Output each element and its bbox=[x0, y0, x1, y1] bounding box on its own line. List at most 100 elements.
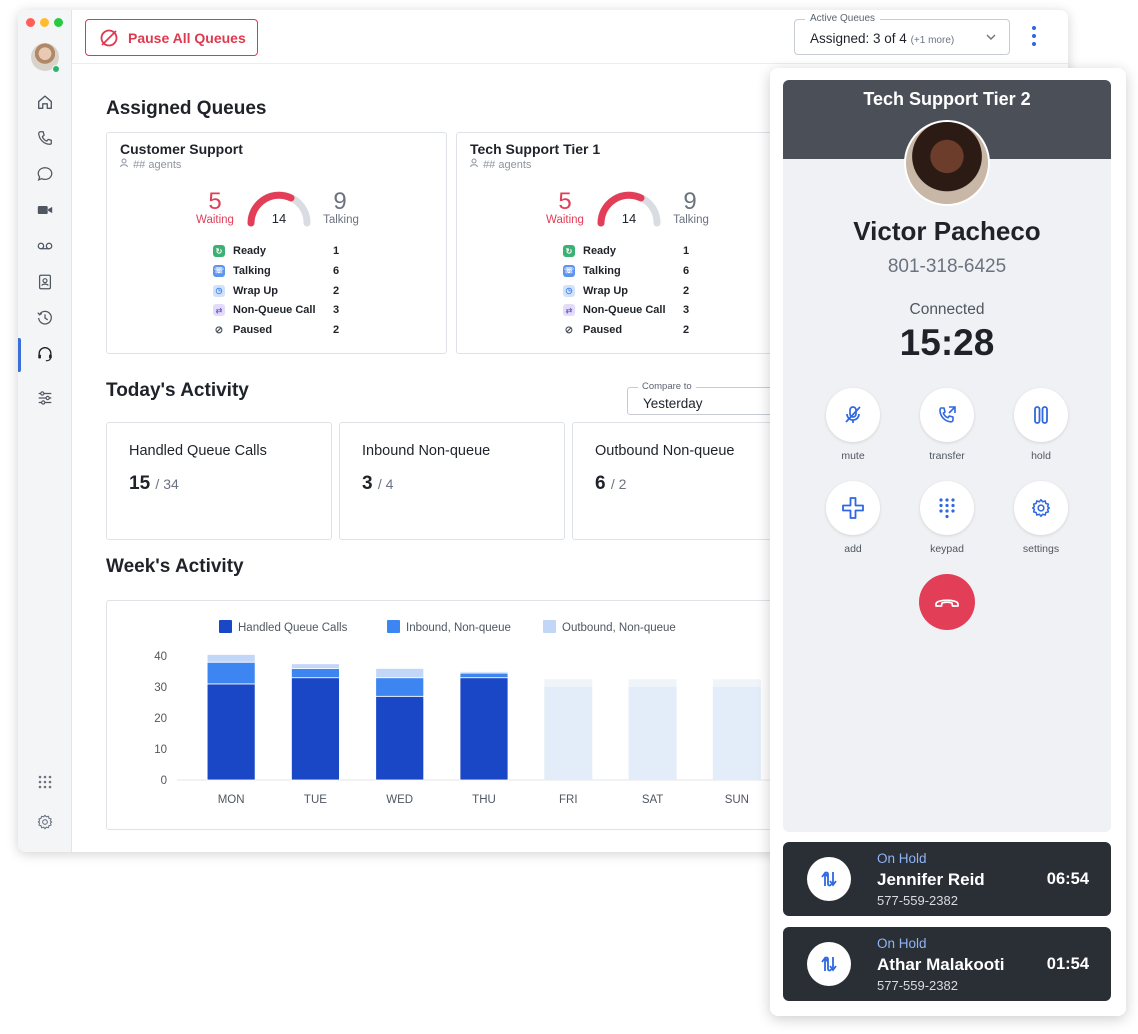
agents-icon bbox=[120, 158, 128, 168]
compare-to-legend: Compare to bbox=[638, 381, 696, 392]
nav-active-indicator bbox=[18, 338, 21, 372]
clock-icon: ◷ bbox=[213, 284, 225, 297]
activity-card: Outbound Non-queue 6 / 2 bbox=[572, 422, 798, 540]
waiting-label: Waiting bbox=[196, 214, 234, 226]
legend-label: Outbound, Non-queue bbox=[562, 622, 676, 634]
apps-grid-icon[interactable] bbox=[35, 772, 55, 792]
agent-status-list: ↻ Ready 1 ☏ Talking 6 ◷ Wrap Up 2 ⇄ Non-Queue C… bbox=[213, 243, 343, 342]
activity-value: 15 / 34 bbox=[129, 473, 179, 495]
y-tick-label: 40 bbox=[154, 651, 167, 663]
status-row-non-queue-call: ⇄ Non-Queue Call 3 bbox=[213, 302, 343, 322]
keypad-button[interactable]: keypad bbox=[919, 481, 975, 555]
projected-bar-cap bbox=[712, 679, 761, 687]
bar-segment bbox=[206, 654, 256, 663]
caller-avatar bbox=[904, 120, 990, 206]
talking-count: 9 bbox=[683, 188, 697, 215]
status-row-talking: ☏ Talking 6 bbox=[563, 263, 693, 283]
status-count: 3 bbox=[683, 304, 690, 317]
queue-card[interactable]: Customer Support ## agents 5 Waiting 14 … bbox=[106, 132, 447, 354]
bar-segment bbox=[459, 677, 509, 781]
ready-icon: ↻ bbox=[563, 245, 575, 257]
activity-count: 6 bbox=[595, 473, 606, 494]
status-count: 2 bbox=[333, 324, 340, 337]
phone-icon[interactable] bbox=[35, 128, 55, 148]
bar-segment bbox=[291, 663, 340, 669]
pause-all-queues-button[interactable]: Pause All Queues bbox=[85, 19, 258, 56]
active-queues-select[interactable]: Active Queues Assigned: 3 of 4 (+1 more) bbox=[794, 13, 1010, 55]
on-hold-call[interactable]: On Hold Athar Malakooti 577-559-2382 01:… bbox=[783, 927, 1111, 1001]
home-icon[interactable] bbox=[35, 92, 55, 112]
activity-total: / 4 bbox=[377, 476, 394, 492]
status-count: 2 bbox=[333, 284, 340, 297]
status-row-non-queue-call: ⇄ Non-Queue Call 3 bbox=[563, 302, 693, 322]
window-controls bbox=[26, 18, 63, 27]
projected-bar-cap bbox=[628, 679, 677, 687]
hold-caller-name: Athar Malakooti bbox=[877, 955, 1005, 974]
zoom-window-button[interactable] bbox=[54, 18, 63, 27]
mute-button[interactable]: mute bbox=[825, 388, 881, 462]
sliders-icon[interactable] bbox=[35, 388, 55, 408]
headset-icon[interactable] bbox=[35, 344, 55, 364]
pause-icon bbox=[100, 29, 118, 46]
bar-segment bbox=[459, 672, 509, 679]
bar-segment bbox=[291, 677, 340, 781]
hold-label: hold bbox=[1031, 450, 1051, 462]
history-icon[interactable] bbox=[35, 308, 55, 328]
on-hold-call[interactable]: On Hold Jennifer Reid 577-559-2382 06:54 bbox=[783, 842, 1111, 916]
status-row-ready: ↻ Ready 1 bbox=[213, 243, 343, 263]
caller-phone: 801-318-6425 bbox=[887, 256, 1007, 277]
status-count: 3 bbox=[333, 304, 340, 317]
minimize-window-button[interactable] bbox=[40, 18, 49, 27]
status-label: Wrap Up bbox=[233, 284, 279, 297]
presence-indicator bbox=[52, 65, 60, 73]
y-tick-label: 20 bbox=[154, 713, 167, 725]
contacts-icon[interactable] bbox=[35, 272, 55, 292]
transfer-button[interactable]: transfer bbox=[919, 388, 975, 462]
x-tick-label: WED bbox=[386, 794, 413, 806]
activity-card: Inbound Non-queue 3 / 4 bbox=[339, 422, 565, 540]
bar-segment bbox=[375, 695, 425, 781]
status-row-wrap-up: ◷ Wrap Up 2 bbox=[213, 283, 343, 303]
activity-count: 3 bbox=[362, 473, 373, 494]
active-queues-value: Assigned: 3 of 4 (+1 more) bbox=[810, 31, 954, 46]
hold-duration: 01:54 bbox=[1046, 955, 1089, 973]
status-count: 1 bbox=[333, 245, 340, 257]
status-label: Talking bbox=[233, 264, 271, 277]
legend-label: Inbound, Non-queue bbox=[406, 622, 511, 634]
call-settings-button[interactable]: settings bbox=[1013, 481, 1069, 555]
waiting-count: 5 bbox=[208, 188, 222, 215]
status-row-paused: ⊘ Paused 2 bbox=[213, 322, 343, 342]
queue-agents: ## agents bbox=[120, 158, 181, 171]
bar-segment bbox=[459, 671, 509, 674]
swap-call-icon[interactable] bbox=[807, 942, 851, 986]
voicemail-icon[interactable] bbox=[35, 236, 55, 256]
hangup-button[interactable] bbox=[919, 574, 975, 630]
queue-agents-text: ## agents bbox=[483, 159, 532, 171]
talking-icon: ☏ bbox=[563, 264, 575, 277]
clock-icon: ◷ bbox=[563, 284, 575, 297]
add-button[interactable]: add bbox=[825, 481, 881, 555]
queue-name: Customer Support bbox=[120, 141, 243, 157]
more-options-icon[interactable] bbox=[1032, 26, 1036, 46]
legend-swatch bbox=[219, 620, 232, 633]
swap-call-icon[interactable] bbox=[807, 857, 851, 901]
y-tick-label: 30 bbox=[154, 682, 167, 694]
chevron-down-icon bbox=[986, 34, 996, 40]
queue-card[interactable]: Tech Support Tier 1 ## agents 5 Waiting … bbox=[456, 132, 797, 354]
bar-segment bbox=[206, 683, 256, 781]
paused-icon: ⊘ bbox=[214, 324, 224, 336]
waiting-count: 5 bbox=[558, 188, 572, 215]
close-window-button[interactable] bbox=[26, 18, 35, 27]
settings-icon[interactable] bbox=[35, 812, 55, 832]
settings-label: settings bbox=[1022, 543, 1060, 555]
mute-label: mute bbox=[841, 450, 865, 462]
gauge-value: 14 bbox=[272, 211, 286, 226]
video-icon[interactable] bbox=[35, 200, 55, 220]
call-status: Connected bbox=[909, 301, 985, 318]
x-tick-label: MON bbox=[218, 794, 245, 806]
call-queue-name: Tech Support Tier 2 bbox=[863, 89, 1031, 109]
compare-to-select[interactable]: Compare to Yesterday bbox=[627, 381, 787, 415]
main-content: Assigned Queues Customer Support ## agen… bbox=[72, 64, 1068, 852]
chat-icon[interactable] bbox=[35, 164, 55, 184]
hold-button[interactable]: hold bbox=[1013, 388, 1069, 462]
